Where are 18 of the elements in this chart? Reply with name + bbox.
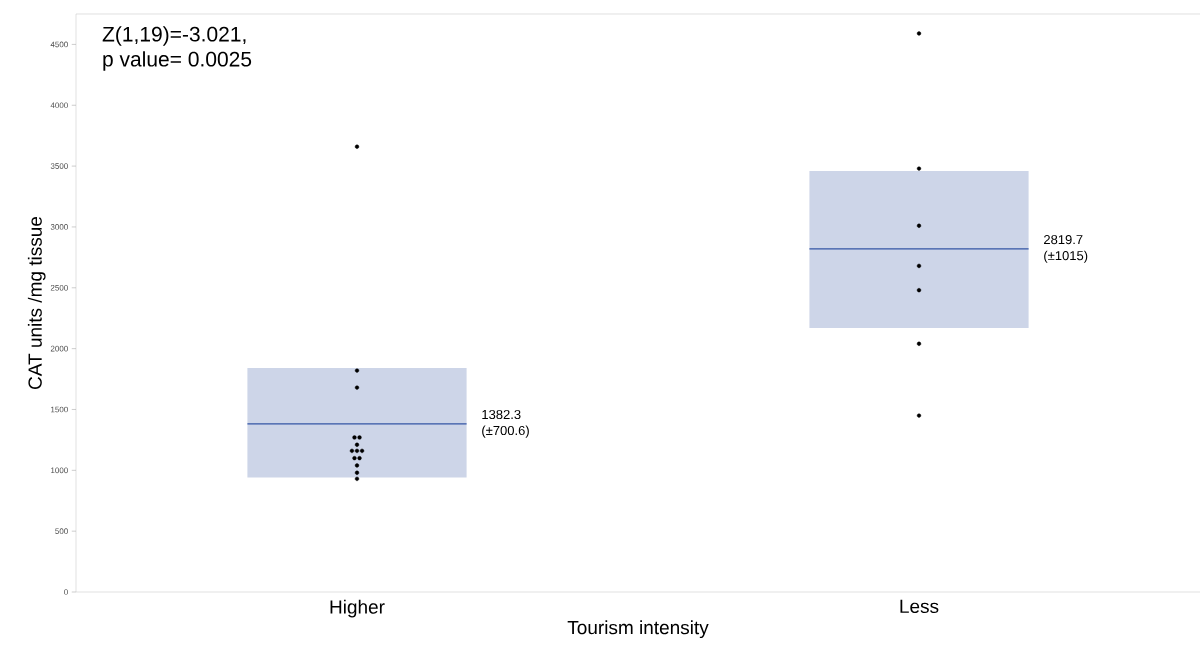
y-tick-label: 2000 [50,345,68,352]
y-tick-label: 4000 [50,102,68,109]
annotation: p value= 0.0025 [103,51,252,71]
y-tick-label: 1500 [51,406,68,413]
y-tick-label: 3000 [50,224,68,230]
annotation: 2819.7 (±1015) [1044,235,1088,263]
y-tick-label: 2500 [50,284,68,291]
y-axis-title: CAT units /mg tissue [27,216,46,389]
y-tick-label: 500 [55,528,68,534]
x-tick-label: Less [900,599,939,614]
y-tick-label: 1000 [51,467,68,474]
x-axis-title: Tourism intensity [567,620,709,639]
y-tick-label: 4500 [50,41,68,48]
y-tick-label: 0 [64,589,68,595]
annotation: Z(1,19)=-3.021, [102,26,246,46]
x-tick-label: Higher [330,599,385,618]
annotation: 1382.3 (±700.6) [482,409,529,438]
y-tick-label: 3500 [50,163,68,169]
